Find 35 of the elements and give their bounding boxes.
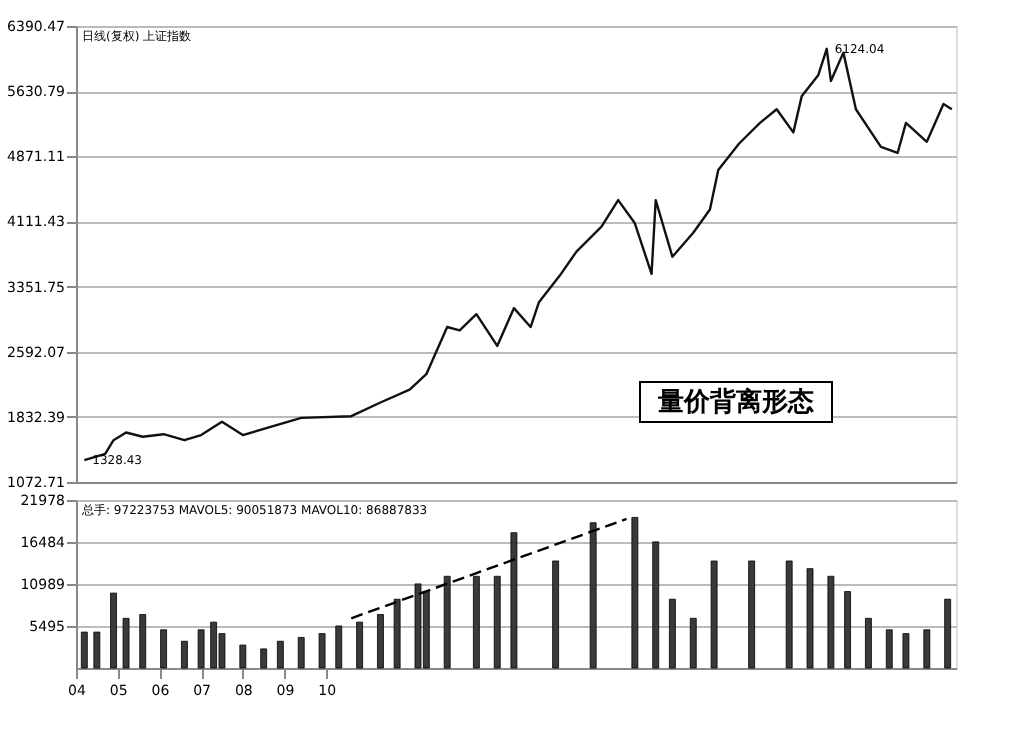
- bar: [318, 633, 326, 669]
- bar: [377, 614, 384, 669]
- bar: [669, 598, 676, 669]
- bar: [689, 617, 697, 669]
- line-series: [83, 47, 954, 462]
- bar: [844, 591, 851, 669]
- bar: [827, 575, 835, 669]
- bar: [276, 640, 284, 669]
- bar: [110, 592, 117, 669]
- bar: [631, 517, 639, 669]
- bar: [865, 617, 872, 669]
- bar: [748, 560, 756, 669]
- bar: [93, 631, 101, 669]
- bar: [785, 560, 793, 669]
- bar: [652, 541, 660, 669]
- bar: [885, 629, 893, 669]
- bar: [335, 625, 343, 669]
- bar: [210, 621, 218, 669]
- bar: [806, 568, 814, 669]
- bar: [297, 637, 305, 669]
- bar: [80, 631, 88, 669]
- bar: [239, 644, 247, 669]
- annotation: 量价背离形态: [656, 386, 816, 418]
- bar: [260, 648, 268, 669]
- bar: [139, 614, 147, 669]
- bar: [493, 575, 501, 669]
- bar: [181, 640, 188, 669]
- bar: [923, 629, 931, 669]
- bar: [160, 629, 167, 669]
- bar: [122, 617, 130, 669]
- bar: [944, 598, 952, 669]
- bar: [902, 633, 910, 669]
- bar: [197, 629, 205, 669]
- bar: [710, 560, 718, 669]
- bar: [552, 560, 560, 669]
